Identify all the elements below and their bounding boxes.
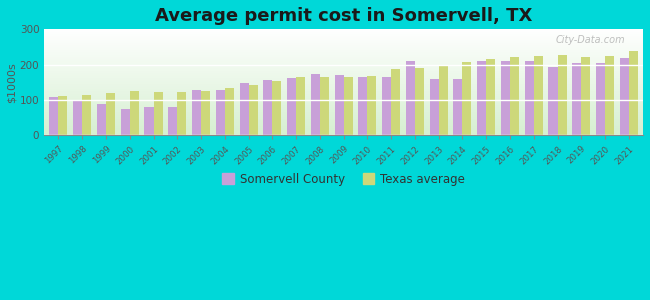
- Bar: [248, 85, 257, 135]
- Bar: [311, 74, 320, 135]
- Bar: [130, 91, 139, 135]
- Bar: [153, 92, 162, 135]
- Bar: [367, 76, 376, 135]
- Bar: [430, 79, 439, 135]
- Bar: [629, 52, 638, 135]
- Bar: [225, 88, 234, 135]
- Bar: [549, 67, 558, 135]
- Bar: [605, 56, 614, 135]
- Bar: [216, 90, 225, 135]
- Text: City-Data.com: City-Data.com: [556, 34, 625, 45]
- Bar: [558, 55, 567, 135]
- Bar: [358, 77, 367, 135]
- Bar: [335, 75, 344, 135]
- Title: Average permit cost in Somervell, TX: Average permit cost in Somervell, TX: [155, 7, 532, 25]
- Bar: [534, 56, 543, 135]
- Bar: [144, 107, 153, 135]
- Bar: [486, 58, 495, 135]
- Bar: [454, 79, 462, 135]
- Bar: [406, 61, 415, 135]
- Bar: [177, 92, 187, 135]
- Bar: [382, 77, 391, 135]
- Bar: [272, 81, 281, 135]
- Bar: [201, 91, 210, 135]
- Bar: [415, 68, 424, 135]
- Bar: [572, 63, 581, 135]
- Bar: [83, 95, 91, 135]
- Bar: [344, 77, 353, 135]
- Bar: [58, 96, 68, 135]
- Bar: [619, 58, 629, 135]
- Bar: [192, 90, 201, 135]
- Bar: [501, 61, 510, 135]
- Bar: [596, 63, 605, 135]
- Bar: [240, 83, 248, 135]
- Legend: Somervell County, Texas average: Somervell County, Texas average: [217, 168, 470, 190]
- Bar: [439, 66, 448, 135]
- Bar: [73, 100, 83, 135]
- Y-axis label: $1000s: $1000s: [7, 62, 17, 103]
- Bar: [510, 58, 519, 135]
- Bar: [581, 58, 590, 135]
- Bar: [462, 62, 471, 135]
- Bar: [296, 77, 305, 135]
- Bar: [263, 80, 272, 135]
- Bar: [525, 61, 534, 135]
- Bar: [287, 77, 296, 135]
- Bar: [49, 97, 58, 135]
- Bar: [168, 107, 177, 135]
- Bar: [320, 77, 329, 135]
- Bar: [106, 93, 115, 135]
- Bar: [97, 104, 106, 135]
- Bar: [391, 69, 400, 135]
- Bar: [121, 109, 130, 135]
- Bar: [477, 61, 486, 135]
